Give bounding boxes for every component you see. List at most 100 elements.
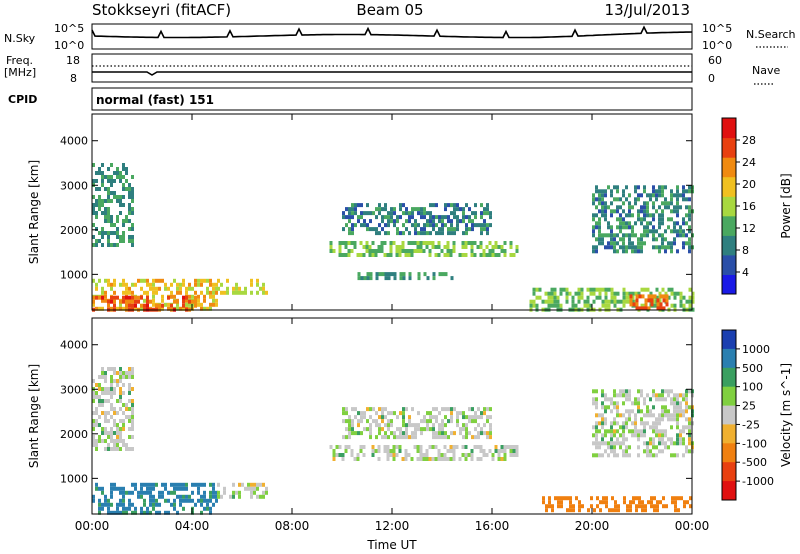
data-cell [423, 223, 426, 228]
data-cell [161, 494, 164, 499]
data-cell [158, 303, 161, 308]
data-cell [426, 211, 429, 216]
data-cell [604, 233, 607, 238]
data-cell [128, 427, 131, 431]
data-cell [354, 415, 357, 420]
data-cell [134, 306, 137, 311]
data-cell [652, 213, 655, 218]
data-cell [369, 431, 372, 436]
data-cell [565, 295, 569, 300]
data-cell [610, 241, 613, 246]
data-cell [98, 375, 101, 379]
data-cell [101, 243, 104, 247]
freq-panel: Freq. [MHz] 18 8 60 0 Nave [4, 53, 780, 85]
data-cell [146, 506, 149, 511]
cbar-swatch [722, 137, 736, 158]
data-cell [449, 449, 453, 453]
data-cell [262, 490, 265, 495]
data-cell [119, 486, 122, 491]
data-cell [688, 287, 692, 292]
data-cell [241, 290, 244, 295]
data-cell [348, 231, 351, 236]
data-cell [95, 423, 98, 427]
data-cell [670, 217, 673, 222]
power-cbar-label: Power [dB] [779, 173, 793, 238]
data-cell [223, 490, 226, 495]
data-cell [212, 298, 215, 303]
data-cell [438, 411, 441, 416]
data-cell [452, 241, 456, 245]
data-cell [613, 429, 616, 434]
data-cell [253, 490, 256, 495]
data-cell [438, 219, 441, 224]
data-cell [348, 431, 351, 436]
data-cell [122, 239, 125, 243]
data-cell [353, 245, 357, 249]
data-cell [110, 219, 113, 223]
data-cell [679, 401, 682, 406]
data-cell [465, 435, 468, 440]
data-cell [649, 193, 652, 198]
data-cell [420, 419, 423, 424]
data-cell [238, 494, 241, 499]
data-cell [649, 413, 652, 418]
data-cell [635, 298, 639, 303]
data-cell [203, 506, 206, 511]
data-cell [173, 299, 176, 304]
data-cell [95, 391, 98, 395]
data-cell [679, 393, 682, 398]
data-cell [479, 457, 483, 461]
data-cell [447, 203, 450, 208]
data-cell [688, 245, 691, 250]
data-cell [441, 435, 444, 440]
data-cell [350, 453, 354, 457]
data-cell [143, 298, 146, 303]
data-cell [342, 419, 345, 424]
data-cell [676, 189, 679, 194]
data-cell [377, 457, 381, 461]
data-cell [637, 245, 640, 250]
data-cell [465, 231, 468, 236]
data-cell [164, 498, 167, 503]
data-cell [404, 457, 408, 461]
data-cell [686, 500, 689, 505]
data-cell [598, 287, 602, 292]
data-cell [622, 295, 626, 300]
data-cell [613, 245, 616, 250]
data-cell [351, 407, 354, 412]
data-cell [125, 403, 128, 407]
data-cell [113, 447, 116, 451]
data-cell [200, 482, 203, 487]
data-cell [685, 405, 688, 410]
data-cell [569, 508, 572, 513]
data-cell [203, 490, 206, 495]
data-cell [601, 453, 604, 458]
data-cell [435, 407, 438, 412]
data-cell [676, 229, 679, 234]
data-cell [107, 502, 110, 507]
data-cell [420, 231, 423, 236]
data-cell [338, 253, 342, 257]
data-cell [372, 211, 375, 216]
data-cell [191, 286, 194, 291]
data-cell [652, 237, 655, 242]
data-cell [92, 295, 95, 300]
data-cell [395, 249, 399, 253]
data-cell [360, 211, 363, 216]
data-cell [92, 302, 95, 307]
data-cell [378, 415, 381, 420]
data-cell [164, 482, 167, 487]
data-cell [509, 445, 513, 449]
data-cell [110, 415, 113, 419]
data-cell [426, 231, 429, 236]
data-cell [664, 429, 667, 434]
data-cell [462, 435, 465, 440]
data-cell [637, 453, 640, 458]
data-cell [384, 435, 387, 440]
data-cell [113, 295, 116, 300]
data-cell [560, 504, 563, 509]
data-cell [604, 405, 607, 410]
data-cell [110, 243, 113, 247]
data-cell [628, 409, 631, 414]
data-cell [682, 397, 685, 402]
